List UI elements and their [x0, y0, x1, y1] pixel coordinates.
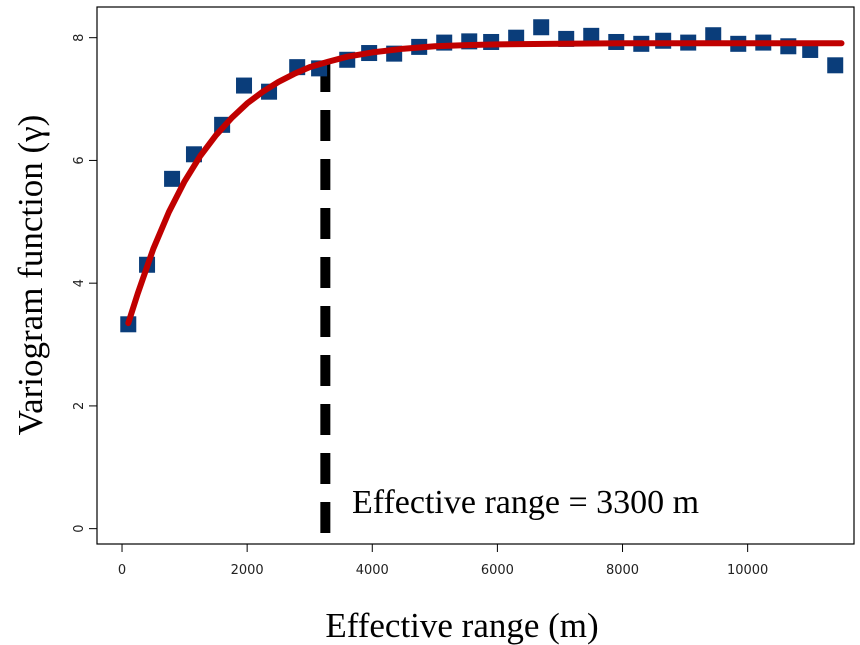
- x-tick-label: 8000: [606, 563, 639, 578]
- fitted-curve: [125, 40, 845, 327]
- effective-range-annotation: Effective range = 3300 m: [352, 484, 699, 521]
- x-tick-label: 2000: [231, 563, 264, 578]
- y-axis-title: Variogram function (γ): [11, 115, 50, 436]
- x-tick-label: 6000: [481, 563, 514, 578]
- x-tick-label: 0: [118, 563, 126, 578]
- data-point: [583, 27, 600, 44]
- fitted-curve-line: [125, 40, 845, 327]
- data-point: [533, 19, 550, 36]
- y-axis: 0 2 4 6 8: [72, 34, 98, 533]
- plot-frame: [96, 6, 855, 545]
- data-points: [120, 19, 844, 333]
- y-tick-label: 0: [72, 525, 87, 533]
- data-point: [164, 170, 181, 187]
- data-point: [236, 77, 253, 94]
- x-tick-label: 4000: [356, 563, 389, 578]
- x-tick-label: 10000: [727, 563, 768, 578]
- x-axis: 0 2000 4000 6000 8000 10000: [118, 543, 768, 578]
- y-tick-label: 6: [72, 156, 87, 164]
- data-point: [705, 27, 722, 44]
- data-point: [827, 57, 844, 74]
- y-tick-label: 8: [72, 34, 87, 42]
- x-axis-title: Effective range (m): [325, 606, 598, 645]
- y-tick-label: 4: [72, 279, 87, 287]
- y-tick-label: 2: [72, 402, 87, 410]
